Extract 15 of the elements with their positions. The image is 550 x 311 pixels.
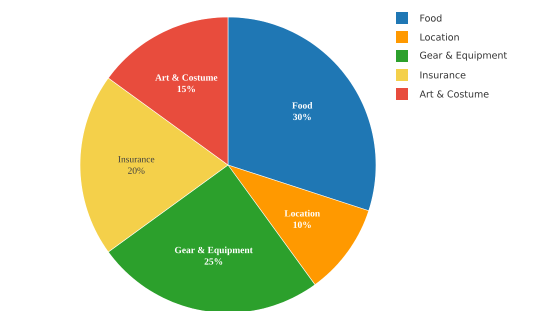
- slice-label: Location: [284, 210, 320, 217]
- slice-label: Food: [292, 102, 312, 109]
- legend-label: Food: [420, 14, 442, 22]
- legend-label: Insurance: [420, 71, 466, 79]
- legend-label: Location: [420, 33, 459, 41]
- data-label: 25%: [204, 258, 222, 265]
- slice-label: Gear & Equipment: [174, 246, 253, 256]
- slice-label: Insurance: [118, 156, 154, 162]
- data-label: 15%: [178, 86, 195, 92]
- legend-label: Gear & Equipment: [420, 51, 507, 61]
- slice-label: Art & Costume: [155, 74, 218, 81]
- data-label: 20%: [128, 167, 145, 174]
- legend-label: Art & Costume: [420, 90, 489, 98]
- data-label: 10%: [294, 222, 311, 228]
- data-label: 30%: [293, 114, 311, 120]
